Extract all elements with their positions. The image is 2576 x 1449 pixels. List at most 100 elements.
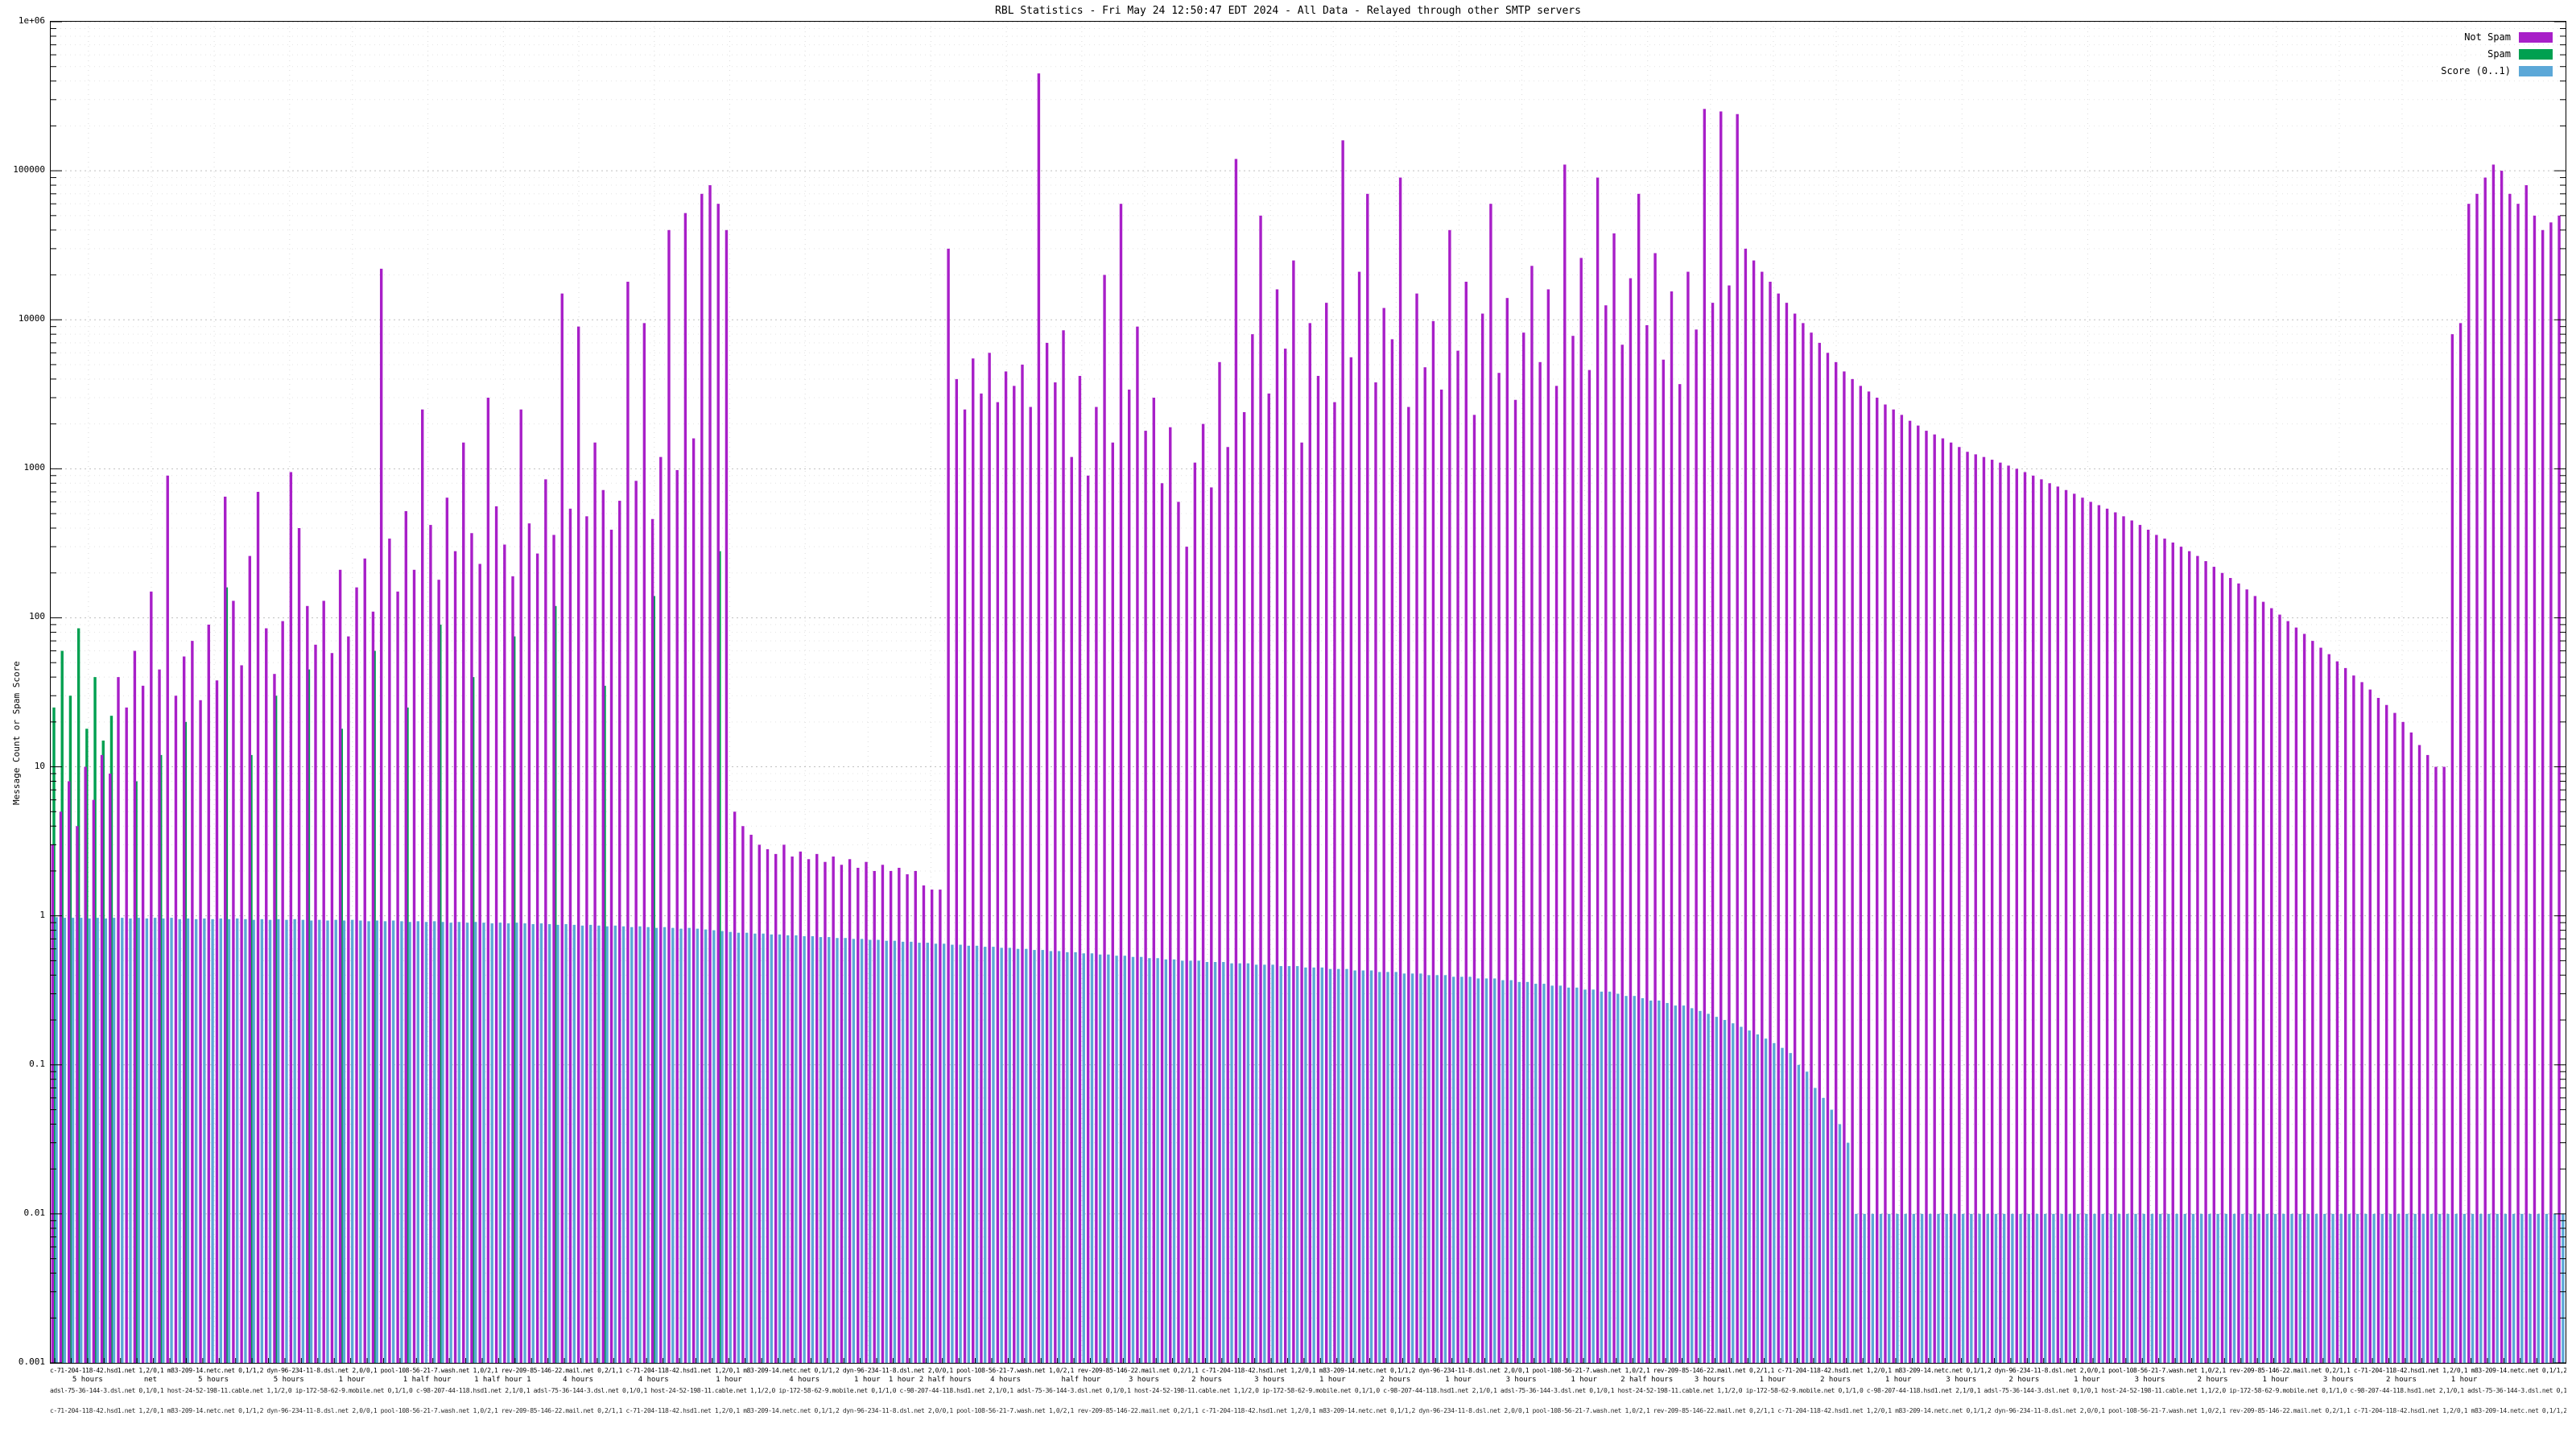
x-time-label: 3 hours <box>1254 1376 1286 1384</box>
bar-not-spam <box>2163 539 2166 1363</box>
bar-not-spam <box>1423 367 1426 1363</box>
bar-not-spam <box>322 601 325 1363</box>
bar-score <box>918 943 921 1363</box>
x-time-label: 1 hour <box>1885 1376 1912 1384</box>
bar-score <box>2060 1213 2063 1363</box>
bar-score <box>162 918 165 1363</box>
bar-not-spam <box>691 438 696 1363</box>
bar-score <box>2232 1213 2236 1363</box>
bar-not-spam <box>1086 475 1090 1363</box>
bar-not-spam <box>2393 712 2396 1363</box>
bar-score <box>2537 1213 2540 1363</box>
bar-not-spam <box>2155 535 2158 1363</box>
bar-not-spam <box>1226 447 1229 1363</box>
bar-score <box>778 934 782 1363</box>
bar-score <box>2167 1213 2170 1363</box>
bar-not-spam <box>199 700 202 1363</box>
bar-score <box>1978 1213 1981 1363</box>
x-time-label: 1 hour <box>1571 1376 1597 1384</box>
bar-not-spam <box>963 409 967 1363</box>
bar-not-spam <box>355 587 358 1363</box>
bar-score <box>704 929 708 1363</box>
bar-not-spam <box>2368 689 2372 1363</box>
bar-not-spam <box>1177 502 1180 1363</box>
x-time-label: 5 hours <box>72 1376 103 1384</box>
x-time-label: half hour <box>1061 1376 1101 1384</box>
bar-not-spam <box>1078 375 1082 1363</box>
bar-not-spam <box>1218 361 1221 1363</box>
y-tick-label: 1 <box>39 909 45 920</box>
bar-not-spam <box>1201 423 1205 1363</box>
bar-not-spam <box>1612 233 1616 1363</box>
bar-not-spam <box>2491 164 2496 1363</box>
bar-not-spam <box>1982 456 1986 1363</box>
bar-not-spam <box>626 281 630 1363</box>
bar-score <box>2421 1213 2425 1363</box>
bar-score <box>1542 984 1546 1363</box>
bar-not-spam <box>1045 342 1049 1363</box>
bar-score <box>572 924 576 1363</box>
bar-score <box>1707 1013 1710 1363</box>
bar-not-spam <box>1966 452 1969 1363</box>
bar-not-spam <box>388 539 391 1363</box>
bar-not-spam <box>2105 508 2109 1363</box>
bar-not-spam <box>2179 547 2183 1363</box>
bar-score <box>737 932 741 1363</box>
bar-score <box>2438 1213 2442 1363</box>
bar-not-spam <box>1062 330 1065 1363</box>
bar-score <box>2323 1213 2326 1363</box>
bar-not-spam <box>774 853 778 1363</box>
x-time-label: 2 hours <box>2197 1376 2228 1384</box>
bar-score <box>1723 1020 1727 1363</box>
bar-not-spam <box>379 268 383 1363</box>
bar-score <box>2249 1213 2252 1363</box>
bar-not-spam <box>109 774 112 1363</box>
bar-score <box>2479 1213 2483 1363</box>
bar-score <box>1074 952 1077 1363</box>
bar-not-spam <box>1999 462 2002 1363</box>
bar-not-spam <box>585 516 588 1363</box>
bar-not-spam <box>166 475 169 1363</box>
bar-score <box>1156 958 1159 1363</box>
bar-not-spam <box>889 870 893 1363</box>
bar-score <box>1304 967 1307 1363</box>
bar-score <box>2562 1213 2565 1363</box>
bar-score <box>1789 1053 1792 1363</box>
bar-not-spam <box>1761 271 1764 1363</box>
bar-score <box>2429 1213 2434 1363</box>
bar-score <box>416 921 420 1363</box>
bar-score <box>885 940 888 1363</box>
bar-score <box>564 923 568 1363</box>
bar-not-spam <box>1037 73 1041 1363</box>
bar-not-spam <box>1546 289 1550 1363</box>
bar-score <box>844 938 847 1363</box>
bar-not-spam <box>100 754 104 1363</box>
bar-score <box>1484 978 1488 1363</box>
bar-not-spam <box>1505 298 1509 1363</box>
bar-score <box>2002 1213 2006 1363</box>
bar-score <box>2454 1213 2458 1363</box>
bar-not-spam <box>1021 364 1024 1363</box>
x-time-label: 3 hours <box>2322 1376 2354 1384</box>
bar-score <box>1855 1213 1858 1363</box>
bar-not-spam <box>174 696 178 1363</box>
bar-not-spam <box>724 229 729 1363</box>
bar-not-spam <box>2032 475 2035 1363</box>
bar-score <box>1970 1213 1973 1363</box>
bar-score <box>2134 1213 2137 1363</box>
bar-not-spam <box>1333 402 1336 1363</box>
bar-score <box>474 922 477 1363</box>
bar-not-spam <box>659 456 663 1363</box>
bar-score <box>2380 1213 2384 1363</box>
plot-area: Not Spam Spam Score (0..1) <box>50 21 2566 1364</box>
bar-not-spam <box>462 442 465 1363</box>
bar-score <box>1213 962 1217 1363</box>
bar-not-spam <box>758 844 761 1363</box>
bar-spam <box>439 624 442 1363</box>
bar-not-spam <box>568 508 572 1363</box>
bar-score <box>285 919 288 1363</box>
y-tick-label: 100 <box>29 611 45 622</box>
bar-not-spam <box>1711 303 1715 1363</box>
bar-score <box>1888 1213 1891 1363</box>
y-tick-label: 100000 <box>13 164 45 175</box>
